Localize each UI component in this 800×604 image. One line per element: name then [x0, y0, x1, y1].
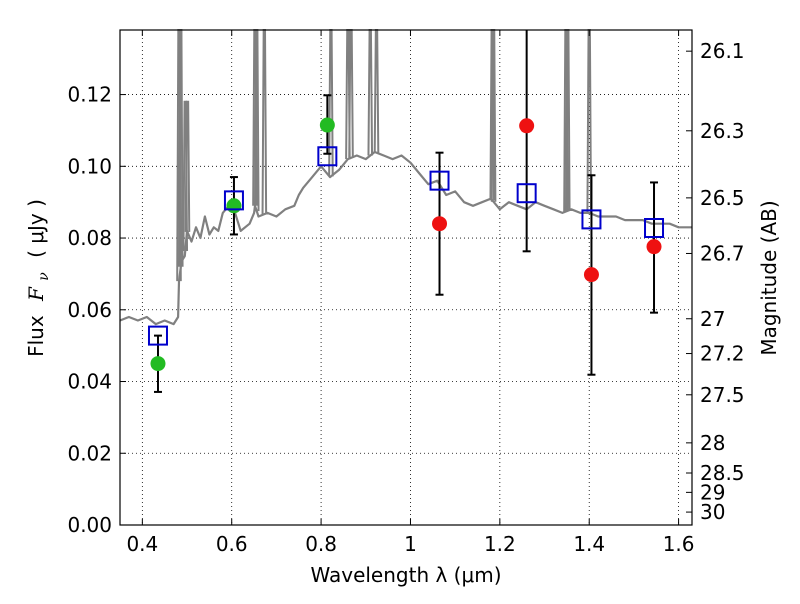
y-tick-label: 0.12 [67, 83, 112, 107]
y-tick-label: 0.08 [67, 226, 112, 250]
ticks [120, 30, 692, 526]
x-tick-label: 1 [404, 532, 417, 556]
model-flux-square [429, 170, 450, 191]
x-tick-label: 0.4 [126, 532, 158, 556]
y-axis-label-prefix: Flux [24, 315, 48, 357]
magnitude-tick-label: 28.5 [700, 461, 745, 485]
right-axis-label: Magnitude (AB) [757, 200, 781, 355]
model-flux-square [581, 209, 602, 230]
y-axis-label-symbol: F [24, 286, 48, 302]
model-flux-square [644, 218, 665, 238]
magnitude-tick-label: 26.3 [700, 119, 745, 143]
x-tick-label: 0.8 [305, 532, 337, 556]
magnitude-tick-label: 29 [700, 480, 725, 504]
y-tick-label: 0.04 [67, 370, 112, 394]
flux-point [319, 117, 335, 133]
magnitude-tick-label: 26.1 [700, 39, 745, 63]
y-tick-label: 0.06 [67, 298, 112, 322]
flux-point [432, 216, 448, 232]
model-flux-square [516, 183, 537, 204]
magnitude-tick-label: 27 [700, 307, 725, 331]
magnitude-tick-label: 28 [700, 431, 725, 455]
flux-point [150, 356, 166, 372]
flux-point [226, 198, 242, 214]
flux-point [646, 239, 662, 255]
model-flux-square [147, 325, 168, 346]
model-flux-square [317, 146, 338, 167]
y-tick-labels: 0.00 0.02 0.04 0.06 0.08 0.10 0.12 [67, 83, 112, 537]
model-flux-square [223, 190, 244, 211]
plot-frame [119, 29, 693, 526]
y-tick-label: 0.10 [67, 154, 112, 178]
y-tick-label: 0.00 [67, 513, 112, 537]
x-tick-label: 1.2 [484, 532, 516, 556]
x-tick-label: 1.4 [573, 532, 605, 556]
x-axis-label: Wavelength λ (μm) [310, 563, 501, 587]
x-tick-label: 1.6 [663, 532, 695, 556]
y-axis-label-subscript: ν [36, 272, 52, 281]
y-axis-label-unit: ( μJy ) [24, 199, 48, 258]
magnitude-tick-label: 26.7 [700, 241, 745, 265]
x-tick-labels: 0.4 0.6 0.8 1 1.2 1.4 1.6 [126, 532, 694, 556]
x-tick-label: 0.6 [216, 532, 248, 556]
flux-point [519, 118, 535, 134]
emission-line-spike [184, 100, 191, 232]
y-axis-label: Flux F ν ( μJy ) [24, 199, 53, 357]
data-points [147, 117, 665, 372]
magnitude-tick-label: 26.5 [700, 186, 745, 210]
magnitude-tick-label: 27.5 [700, 383, 745, 407]
flux-point [583, 267, 599, 283]
magnitude-tick-label: 27.2 [700, 342, 745, 366]
plot-background [120, 30, 692, 525]
y-tick-label: 0.02 [67, 441, 112, 465]
magnitude-tick-label: 30 [700, 500, 725, 524]
